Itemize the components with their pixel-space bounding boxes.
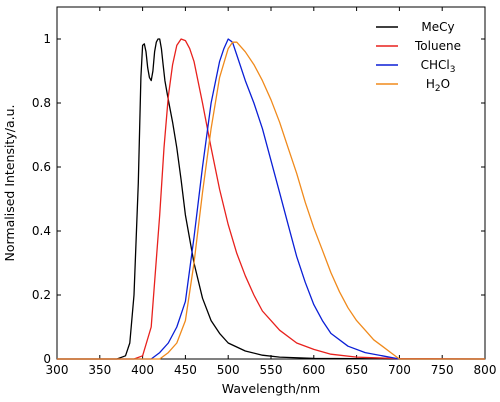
y-tick-label: 1 bbox=[43, 32, 51, 46]
series-line-toluene bbox=[57, 38, 486, 360]
x-tick-label: 450 bbox=[174, 363, 197, 377]
series-lines bbox=[57, 38, 486, 360]
legend-entry-toluene: Toluene bbox=[376, 39, 461, 53]
y-tick-label: 0 bbox=[43, 352, 51, 366]
x-tick-label: 300 bbox=[46, 363, 69, 377]
legend-entry-mecy: MeCy bbox=[376, 20, 455, 34]
y-tick-label: 0.2 bbox=[32, 288, 51, 302]
x-axis-label: Wavelength/nm bbox=[222, 381, 320, 396]
x-tick-label: 600 bbox=[302, 363, 325, 377]
series-line-h2o bbox=[57, 41, 485, 360]
x-tick-label: 650 bbox=[345, 363, 368, 377]
legend-label: MeCy bbox=[421, 20, 454, 34]
y-tick-label: 0.6 bbox=[32, 160, 51, 174]
tick-labels: 300 350 400 450 500 550 600 650 700 750 800 0 0.2 0.4… bbox=[32, 32, 497, 377]
legend-label: CHCl3 bbox=[421, 58, 456, 75]
x-tick-label: 550 bbox=[260, 363, 283, 377]
series-line-chcl3 bbox=[57, 38, 485, 360]
x-tick-label: 500 bbox=[217, 363, 240, 377]
y-tick-label: 0.4 bbox=[32, 224, 51, 238]
x-tick-label: 700 bbox=[388, 363, 411, 377]
series-line-mecy bbox=[57, 38, 485, 360]
legend: MeCy Toluene CHCl3 H2O bbox=[376, 20, 461, 94]
legend-label: H2O bbox=[426, 77, 450, 94]
legend-entry-chcl3: CHCl3 bbox=[376, 58, 455, 75]
x-tick-label: 350 bbox=[88, 363, 111, 377]
y-axis-label: Normalised Intensity/a.u. bbox=[2, 105, 17, 262]
x-tick-label: 400 bbox=[131, 363, 154, 377]
y-tick-label: 0.8 bbox=[32, 96, 51, 110]
x-tick-label: 750 bbox=[431, 363, 454, 377]
legend-label: Toluene bbox=[414, 39, 461, 53]
x-tick-label: 800 bbox=[474, 363, 497, 377]
legend-entry-h2o: H2O bbox=[376, 77, 450, 94]
